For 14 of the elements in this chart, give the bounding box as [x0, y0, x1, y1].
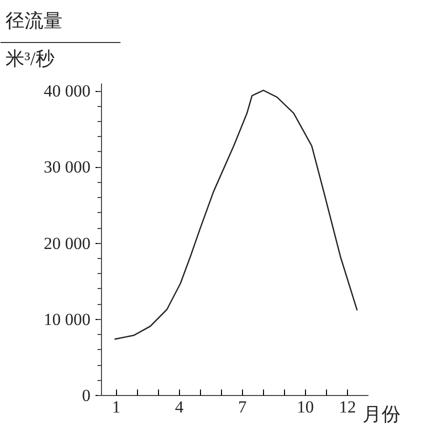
- y-axis-title: 径流量: [6, 10, 62, 32]
- x-tick-label: 4: [175, 398, 184, 416]
- text: 米³/秒: [6, 49, 54, 70]
- x-tick-label: 10: [296, 398, 314, 416]
- y-tick-label: 20 000: [44, 234, 90, 253]
- y-tick-label: 0: [82, 386, 90, 405]
- y-tick-label: 30 000: [44, 158, 90, 177]
- x-axis-title: 月份: [362, 404, 400, 426]
- line-series: [114, 90, 358, 340]
- x-tick-label: 1: [112, 398, 120, 416]
- x-tick-label: 7: [238, 398, 248, 416]
- y-tick-label: 40 000: [44, 82, 90, 101]
- y-tick-label: 10 000: [44, 310, 90, 329]
- x-tick-label: 12: [338, 398, 356, 416]
